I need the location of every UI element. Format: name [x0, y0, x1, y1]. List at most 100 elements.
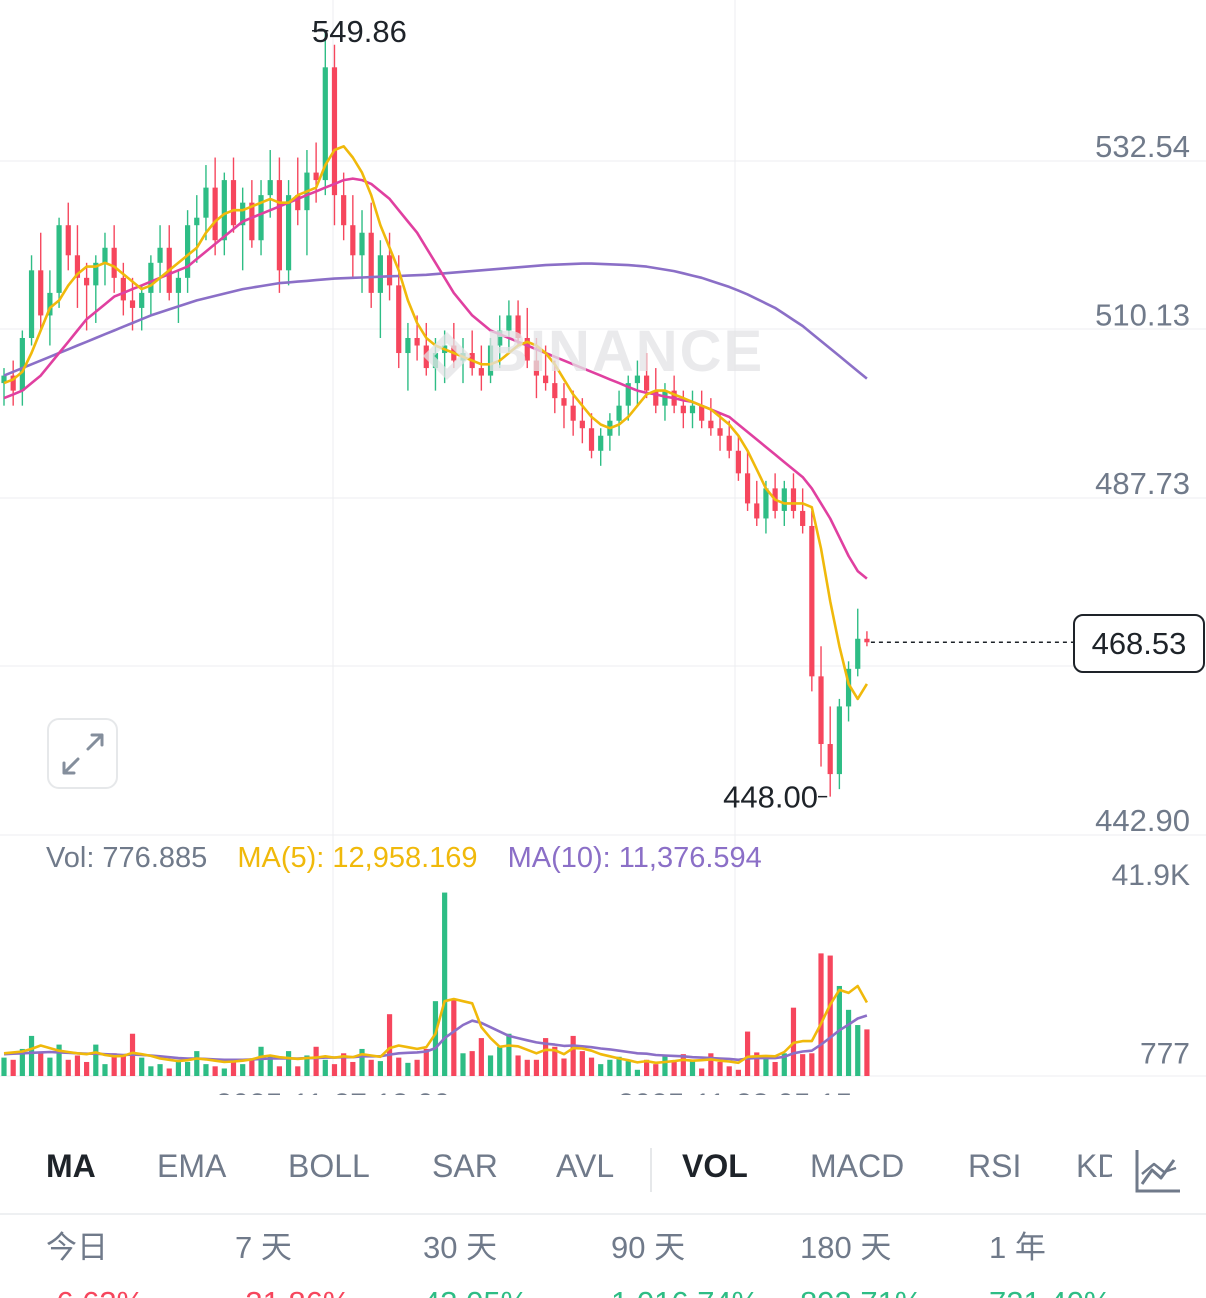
candle-body — [175, 277, 182, 293]
ma-mid-line — [3, 177, 868, 580]
time-tick-label: 2025-11-28 05:15 — [618, 1088, 853, 1095]
volume-legend: Vol: 776.885 MA(5): 12,958.169 MA(10): 1… — [46, 842, 784, 875]
candle-body — [240, 202, 246, 226]
tab-kdj-clip: KDJ — [1076, 1130, 1112, 1210]
candle-body — [19, 337, 25, 391]
volume-bar — [543, 1038, 549, 1076]
stat-label: 30 天 — [423, 1230, 498, 1265]
tab-rsi[interactable]: RSI — [968, 1148, 1022, 1184]
candle-body — [331, 67, 338, 196]
volume-bar — [295, 1066, 301, 1076]
stat-180d: 180 天 892.71% — [800, 1222, 922, 1298]
volume-bar — [432, 1001, 439, 1076]
candle-body — [598, 435, 604, 451]
volume-bar — [634, 1069, 641, 1076]
volume-bar — [285, 1051, 292, 1076]
tab-sar[interactable]: SAR — [432, 1148, 498, 1184]
candle-body — [634, 375, 641, 384]
volume-bar — [772, 1061, 778, 1076]
volume-bar — [579, 1051, 585, 1076]
candle-body — [423, 345, 429, 369]
volume-bar — [84, 1061, 90, 1076]
tab-vol[interactable]: VOL — [682, 1148, 748, 1184]
stat-label: 180 天 — [800, 1230, 892, 1265]
stat-30d: 30 天 43.05% — [423, 1222, 528, 1298]
volume-bar — [350, 1061, 356, 1076]
volume-bar — [414, 1059, 420, 1076]
candle-body — [836, 706, 842, 775]
volume-bar — [763, 1055, 769, 1076]
volume-bar — [230, 1061, 237, 1076]
candle-body — [56, 225, 62, 293]
candle-body — [864, 638, 870, 643]
candle-body — [487, 345, 494, 376]
candle-body — [396, 285, 402, 354]
candle-body — [717, 428, 723, 436]
candle-body — [680, 405, 686, 414]
volume-bar — [304, 1055, 310, 1076]
volume-bar — [65, 1059, 71, 1076]
volume-bar — [157, 1064, 163, 1076]
candlestick-chart[interactable]: 532.54510.13487.73442.90465.3241.9K77720… — [0, 0, 1206, 1095]
volume-tick-label: 41.9K — [1112, 859, 1190, 892]
volume-bar — [38, 1053, 44, 1076]
price-tick-label: 532.54 — [1095, 129, 1190, 164]
price-tick-label: 510.13 — [1095, 298, 1190, 333]
volume-bar — [359, 1048, 365, 1076]
volume-bar — [386, 1014, 393, 1076]
volume-bar — [368, 1059, 374, 1076]
candle-body — [543, 375, 549, 384]
candle-body — [203, 187, 209, 218]
volume-bar — [148, 1066, 154, 1076]
candle-body — [221, 180, 227, 241]
candle-body — [524, 337, 530, 361]
volume-bar — [497, 1046, 503, 1076]
tab-boll[interactable]: BOLL — [288, 1148, 370, 1184]
volume-value: Vol: 776.885 — [46, 842, 208, 874]
candle-body — [1, 375, 7, 384]
volume-bar — [469, 1051, 475, 1076]
volume-bar — [662, 1055, 668, 1076]
candle-body — [763, 488, 769, 519]
tab-separator — [650, 1148, 652, 1192]
tab-macd[interactable]: MACD — [810, 1148, 905, 1184]
volume-bar — [598, 1064, 604, 1076]
line-chart-icon[interactable] — [1134, 1148, 1182, 1194]
ma-slow-line — [3, 262, 868, 380]
volume-bar — [726, 1066, 732, 1076]
candle-body — [276, 180, 282, 271]
candle-body — [313, 172, 319, 181]
volume-bar — [487, 1055, 494, 1076]
tab-avl[interactable]: AVL — [556, 1148, 615, 1184]
volume-bar — [524, 1059, 530, 1076]
candle-body — [570, 405, 576, 421]
candle-body — [102, 247, 108, 263]
tab-ema[interactable]: EMA — [157, 1148, 227, 1184]
candle-body — [377, 255, 383, 293]
candle-body — [139, 292, 145, 308]
volume-bar — [341, 1053, 347, 1076]
volume-bar — [405, 1062, 411, 1076]
volume-bar — [800, 1054, 806, 1076]
tab-ma[interactable]: MA — [46, 1148, 96, 1184]
volume-bar — [570, 1035, 576, 1076]
candle-body — [708, 420, 714, 429]
tab-kdj[interactable]: KDJ — [1076, 1148, 1112, 1184]
candle-body — [65, 225, 71, 256]
expand-button[interactable] — [47, 718, 118, 789]
candle-body — [359, 232, 365, 256]
volume-ma5: MA(5): 12,958.169 — [237, 842, 478, 874]
volume-bar — [809, 1053, 815, 1076]
candle-body — [368, 232, 374, 293]
chart-canvas[interactable]: 532.54510.13487.73442.90465.3241.9K77720… — [0, 0, 1206, 1095]
volume-bar — [451, 998, 457, 1076]
last-price-value: 468.53 — [1091, 625, 1187, 661]
candle-body — [790, 488, 797, 511]
candle-body — [689, 405, 696, 414]
volume-bar — [249, 1059, 255, 1076]
candle-body — [754, 503, 760, 519]
candle-body — [414, 337, 420, 346]
performance-stats: 今日 -6.63% 7 天 -31.86% 30 天 43.05% 90 天 1… — [0, 1222, 1206, 1298]
candle-body — [781, 488, 787, 511]
last-price-tag[interactable]: 468.53 — [1073, 614, 1205, 673]
